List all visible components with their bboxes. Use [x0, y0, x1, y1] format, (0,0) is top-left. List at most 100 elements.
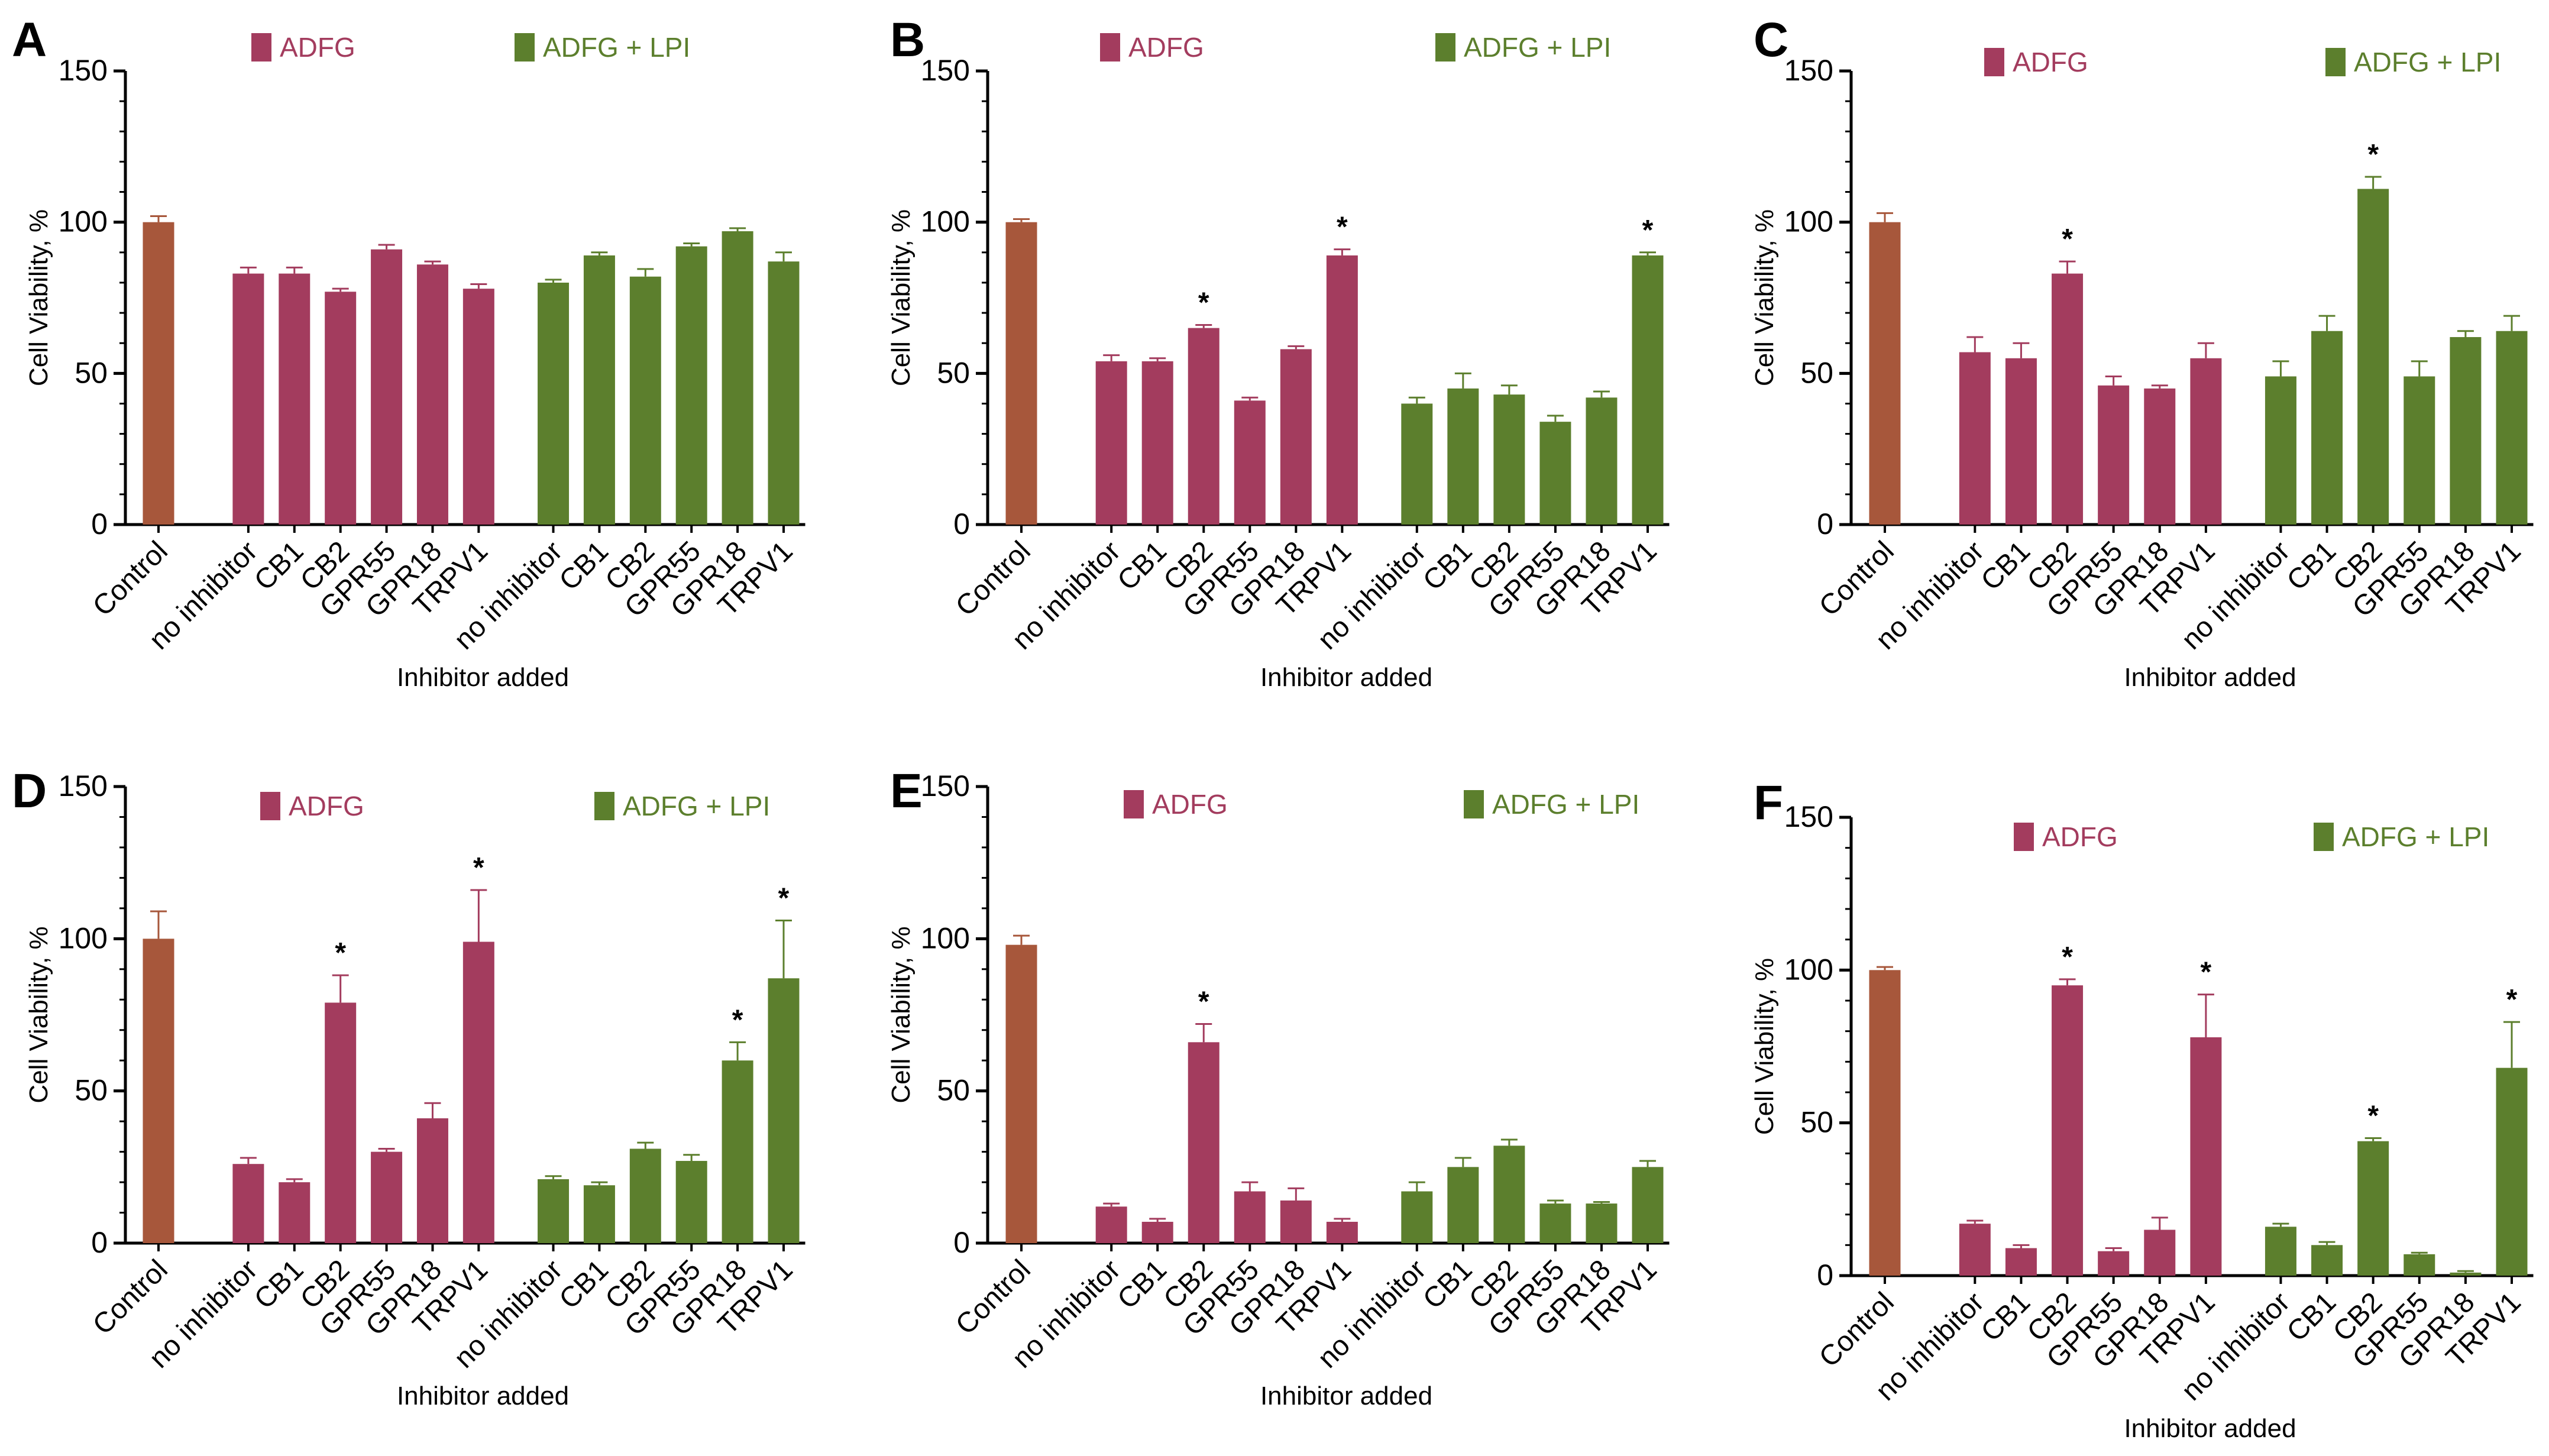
- x-tick-label: Control: [950, 535, 1037, 622]
- legend-label: ADFG: [289, 791, 364, 821]
- y-tick-label: 100: [921, 205, 970, 238]
- bar: [1005, 944, 1037, 1243]
- bar: [1586, 397, 1618, 525]
- bar: [143, 939, 174, 1243]
- y-axis-label: Cell Viability, %: [887, 209, 916, 386]
- panel-a: A 0 50 100 150 Cell Viability, % ADFG ADFG + LP…: [12, 13, 806, 692]
- bar: [768, 978, 800, 1243]
- y-tick-label: 100: [1784, 205, 1833, 238]
- y-tick-label: 150: [921, 769, 970, 803]
- bar: [1447, 1167, 1479, 1243]
- bar: [1095, 361, 1127, 525]
- legend-swatch-adfg-lpi: [2325, 48, 2346, 76]
- bar: [1586, 1203, 1618, 1243]
- bar: [2496, 1067, 2528, 1276]
- y-tick-label: 150: [921, 54, 970, 87]
- bar: [1447, 388, 1479, 525]
- legend-swatch-adfg: [1124, 790, 1144, 818]
- bar: [416, 264, 448, 525]
- legend-label: ADFG: [2013, 47, 2088, 77]
- y-tick-label: 50: [937, 1074, 970, 1107]
- x-tick-label: Control: [950, 1254, 1037, 1341]
- bar: [2190, 358, 2222, 525]
- x-tick-label: Control: [87, 535, 174, 622]
- legend-swatch-adfg-lpi: [1464, 790, 1484, 818]
- bar: [462, 289, 494, 525]
- x-tick-label: Control: [87, 1254, 174, 1341]
- legend-swatch-adfg: [260, 792, 280, 820]
- panel-e: E 0 50 100 150 Cell Viability, % ADFG ADFG + LP…: [887, 764, 1670, 1410]
- y-tick-label: 0: [1817, 507, 1833, 541]
- bar: [1280, 1200, 1312, 1243]
- bar: [722, 231, 753, 525]
- legend-swatch-adfg-lpi: [2314, 823, 2334, 851]
- bar: [1869, 970, 1901, 1276]
- bar: [2190, 1037, 2222, 1276]
- bar: [538, 282, 570, 525]
- bar: [1141, 361, 1173, 525]
- significance-star: *: [1198, 287, 1209, 319]
- y-tick-label: 50: [937, 356, 970, 389]
- bar: [1005, 222, 1037, 525]
- bar: [1280, 349, 1312, 525]
- legend-swatch-adfg: [1984, 48, 2004, 76]
- bar: [1234, 1191, 1266, 1243]
- legend-swatch-adfg: [251, 33, 271, 62]
- bar: [2005, 1248, 2037, 1276]
- bar: [2144, 388, 2176, 525]
- x-tick-label: CB1: [248, 535, 310, 597]
- x-tick-label: CB1: [554, 1254, 615, 1315]
- legend-swatch-adfg-lpi: [515, 33, 535, 62]
- bar: [279, 273, 310, 525]
- bar: [583, 1185, 615, 1243]
- bar: [1959, 1224, 1991, 1276]
- y-tick-label: 0: [1817, 1258, 1833, 1292]
- bar: [629, 1148, 661, 1243]
- panel-f: F 0 50 100 150 Cell Viability, % ADFG ADFG + LP…: [1750, 776, 2534, 1443]
- legend-label: ADFG: [1152, 789, 1228, 820]
- y-tick-label: 0: [91, 507, 108, 541]
- bar: [232, 273, 264, 525]
- bar: [279, 1182, 310, 1243]
- y-tick-label: 150: [1784, 54, 1833, 87]
- bar: [2404, 1254, 2435, 1276]
- significance-star: *: [335, 937, 346, 969]
- bar: [371, 1151, 403, 1243]
- bar: [1188, 328, 1219, 525]
- bar: [371, 249, 403, 525]
- bar: [2311, 1245, 2343, 1276]
- legend-label: ADFG + LPI: [2354, 47, 2501, 77]
- x-tick-label: Control: [1813, 535, 1900, 622]
- bar: [1234, 400, 1266, 525]
- x-tick-label: CB1: [1975, 1286, 2037, 1348]
- y-tick-label: 0: [953, 507, 970, 541]
- significance-star: *: [2062, 224, 2073, 255]
- bar: [1493, 394, 1525, 525]
- bar: [2265, 376, 2296, 525]
- bar: [768, 261, 800, 525]
- legend-label: ADFG + LPI: [623, 791, 770, 821]
- y-tick-label: 150: [59, 769, 108, 803]
- panel-letter: B: [890, 13, 925, 67]
- bar: [675, 1161, 707, 1243]
- bar: [1326, 255, 1358, 525]
- legend-label: ADFG: [2042, 821, 2118, 852]
- bar: [2144, 1229, 2176, 1276]
- bar: [583, 255, 615, 525]
- bar: [1326, 1221, 1358, 1243]
- legend-swatch-adfg: [1100, 33, 1120, 62]
- y-tick-label: 50: [1800, 356, 1833, 389]
- bar: [1632, 255, 1664, 525]
- significance-star: *: [2506, 984, 2518, 1015]
- bar: [2357, 189, 2389, 525]
- bar: [2450, 1272, 2482, 1276]
- legend-label: ADFG + LPI: [1492, 789, 1639, 820]
- bar: [1632, 1167, 1664, 1243]
- bar: [2496, 331, 2528, 525]
- panel-d: D 0 50 100 150 Cell Viability, % ADFG ADFG + LP…: [12, 764, 806, 1410]
- x-axis-label: Inhibitor added: [397, 1381, 569, 1410]
- significance-star: *: [732, 1004, 743, 1036]
- x-axis-label: Inhibitor added: [1260, 1381, 1432, 1410]
